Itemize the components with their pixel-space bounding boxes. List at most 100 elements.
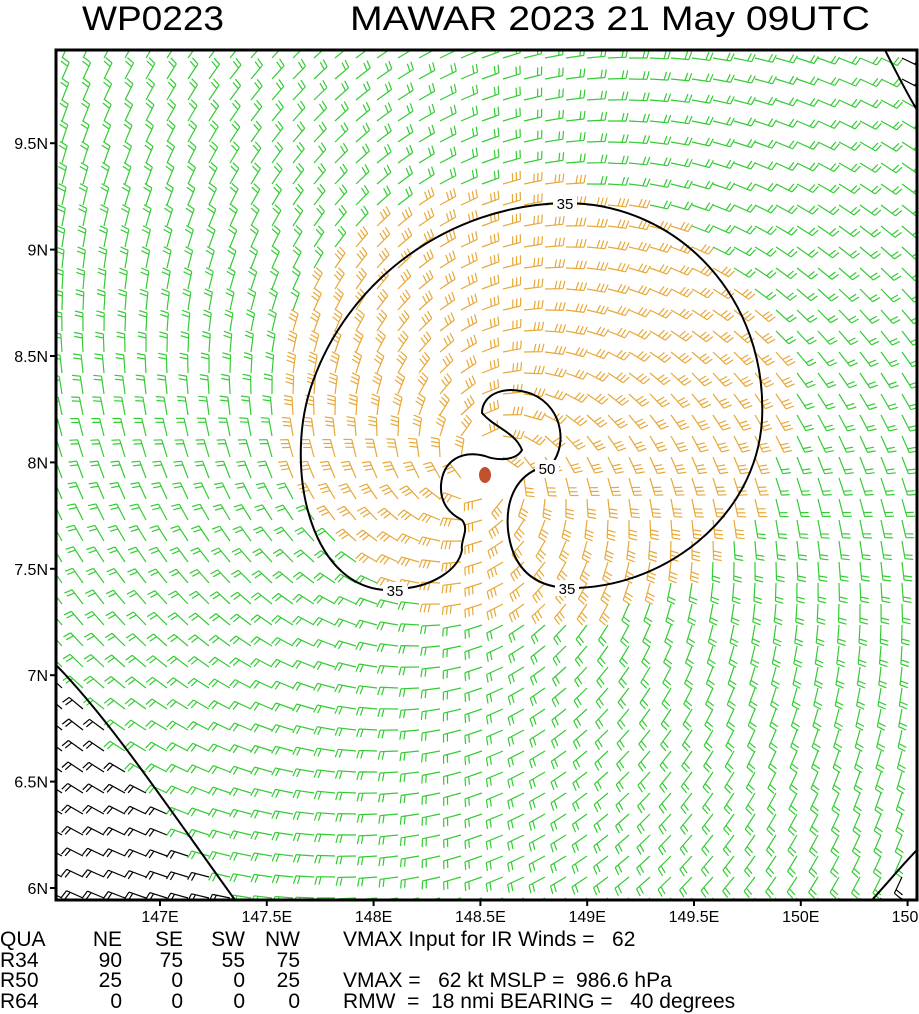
wind-barb (56, 616, 63, 626)
wind-barb (817, 435, 834, 453)
wind-barb (399, 771, 420, 783)
table-cell: 75 (160, 949, 183, 972)
wind-barb (399, 813, 420, 825)
wind-barb (229, 744, 252, 754)
wind-barb (508, 603, 525, 623)
wind-barb (635, 876, 651, 897)
wind-barb (565, 414, 588, 427)
wind-barb (292, 183, 304, 206)
wind-barb (313, 59, 328, 80)
wind-barb (691, 477, 706, 496)
wind-barb (355, 267, 367, 290)
wind-barb (481, 316, 500, 332)
wind-barb (752, 603, 762, 626)
wind-barb (464, 603, 483, 618)
wind-barb (166, 763, 189, 773)
wind-barb (775, 267, 798, 280)
wind-barb (56, 506, 63, 521)
wind-barb (817, 519, 830, 539)
wind-barb (701, 813, 714, 836)
wind-barb (460, 189, 478, 206)
wind-barb (207, 808, 231, 818)
wind-barb (691, 393, 712, 409)
wind-barb (317, 482, 336, 500)
wind-barb (329, 351, 340, 374)
wind-barb (97, 267, 107, 290)
wind-barb (880, 99, 903, 109)
wind-barb (577, 582, 589, 605)
wind-barb (728, 645, 738, 668)
wind-barb (705, 687, 715, 710)
wind-barb (210, 547, 231, 563)
wind-barb (712, 159, 736, 169)
wind-barb (430, 436, 441, 458)
wind-barb (242, 373, 252, 395)
wind-barb (666, 582, 676, 605)
wind-barb (754, 393, 774, 410)
wind-barb (104, 654, 126, 668)
wind-barb (754, 330, 776, 344)
wind-barb (313, 572, 336, 584)
wind-barb (67, 481, 84, 500)
wind-barb (164, 183, 174, 206)
wind-barb (124, 57, 135, 80)
wind-barb (607, 372, 630, 384)
wind-barb (604, 540, 614, 563)
wind-barb (586, 304, 609, 315)
wind-barb (355, 81, 371, 101)
wind-barb (615, 813, 630, 834)
wind-barb (554, 603, 567, 625)
wind-barb (897, 729, 907, 752)
wind-barb (507, 876, 525, 893)
wind-barb (607, 305, 631, 317)
wind-barb (333, 640, 357, 650)
wind-barb (250, 120, 262, 143)
wind-barb (287, 330, 298, 353)
wind-barb (586, 477, 600, 496)
wind-barb (271, 593, 294, 605)
wind-barb (292, 593, 315, 605)
wind-barb (628, 306, 651, 318)
wind-barb (313, 812, 336, 821)
wind-barb (733, 498, 747, 518)
wind-barb (464, 876, 483, 892)
wind-barb (572, 771, 588, 791)
wind-barb (146, 655, 168, 668)
wind-barb (614, 855, 630, 876)
wind-barb (103, 57, 113, 80)
wind-barb (397, 206, 413, 227)
wind-barb (775, 519, 788, 539)
wind-barb (187, 141, 197, 164)
wind-barb (250, 831, 273, 841)
wind-barb (670, 136, 693, 146)
wind-barb (523, 365, 545, 375)
wind-barb (145, 676, 168, 689)
wind-barb (571, 834, 588, 854)
wind-barb (127, 568, 147, 584)
wind-barb (124, 805, 147, 815)
wind-barb (58, 162, 68, 185)
wind-barb (838, 204, 861, 216)
wind-barb (228, 765, 252, 775)
wind-barb (408, 437, 420, 458)
wind-barb (817, 246, 840, 259)
wind-barb (502, 297, 522, 311)
wind-barb (291, 267, 301, 290)
wind-barb (187, 699, 210, 710)
wind-barb (751, 624, 761, 647)
wind-barb (486, 624, 504, 642)
wind-barb (208, 678, 231, 689)
contours (56, 50, 917, 900)
wind-barb (271, 183, 283, 206)
wind-barb (56, 873, 63, 878)
wind-barb (239, 417, 252, 437)
wind-barb (98, 225, 109, 248)
wind-barb (628, 285, 652, 296)
wind-barb (586, 326, 610, 337)
wind-barb (184, 246, 194, 269)
wind-barb (691, 435, 709, 453)
wind-barb (670, 158, 693, 168)
wind-barb (82, 804, 105, 815)
wind-barb (880, 204, 903, 217)
wind-barb (551, 687, 567, 708)
